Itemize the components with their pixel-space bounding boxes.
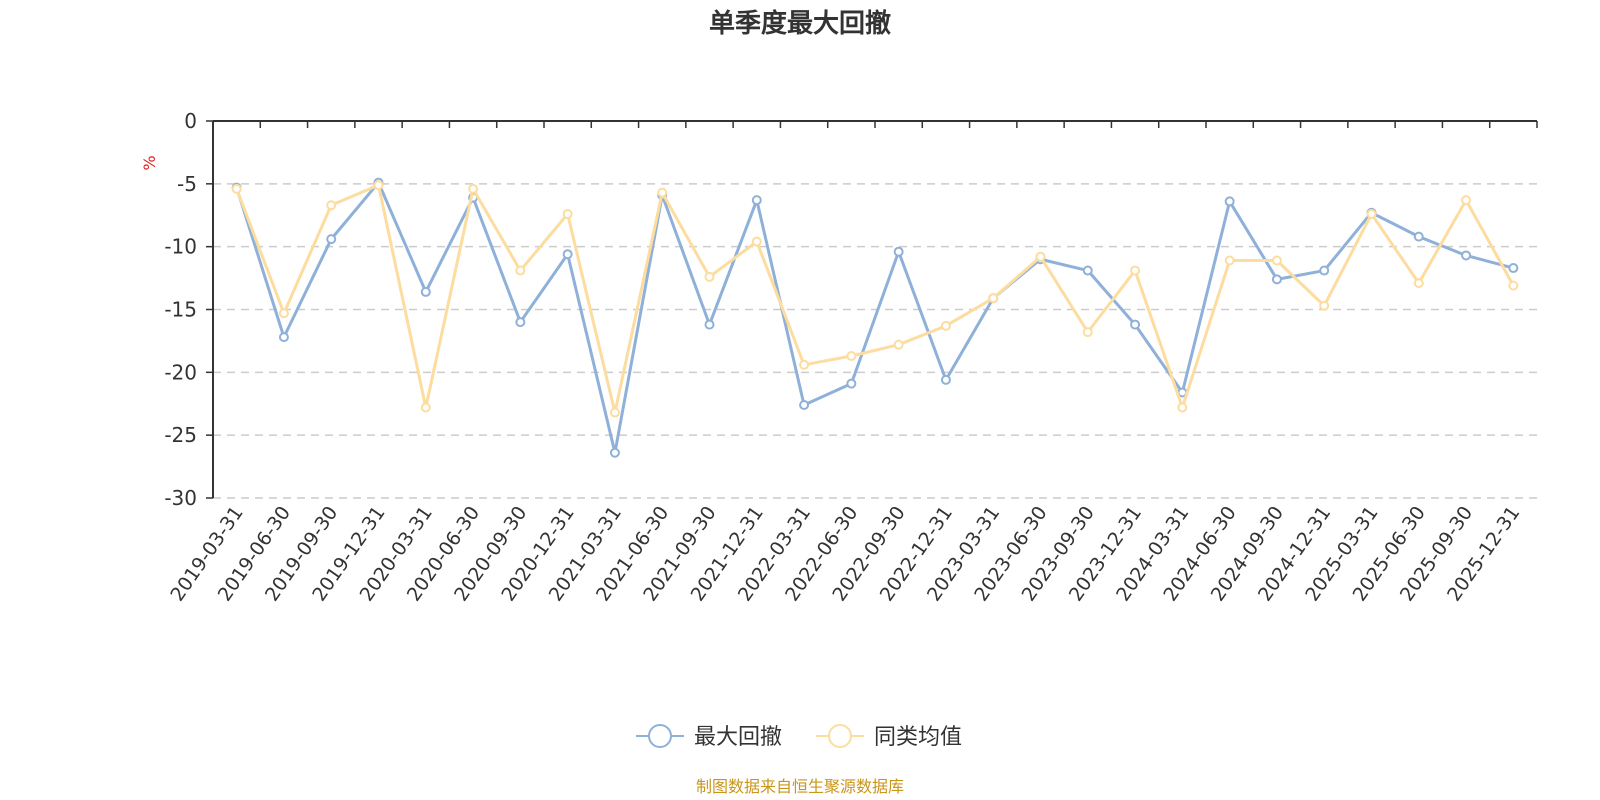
data-point[interactable] [609,407,620,418]
data-point[interactable] [940,374,951,385]
data-point[interactable] [373,180,384,191]
data-point[interactable] [846,350,857,361]
series-1 [231,177,1519,458]
data-point[interactable] [1224,255,1235,266]
data-point[interactable] [1271,274,1282,285]
data-point[interactable] [562,208,573,219]
data-point[interactable] [1082,327,1093,338]
data-point[interactable] [1082,265,1093,276]
data-point[interactable] [1461,195,1472,206]
data-point[interactable] [468,183,479,194]
data-point[interactable] [799,359,810,370]
y-tick-label: -5 [177,172,197,196]
y-axis-unit-label: % [140,155,159,170]
data-point[interactable] [751,236,762,247]
legend-marker-icon [648,724,672,748]
data-point[interactable] [326,200,337,211]
series-2 [231,180,1519,418]
data-point[interactable] [1461,250,1472,261]
legend-item-1[interactable]: 最大回撤 [636,724,782,750]
data-point[interactable] [1319,265,1330,276]
data-point[interactable] [420,402,431,413]
series-line [235,181,1514,455]
data-point[interactable] [988,293,999,304]
data-point[interactable] [893,246,904,257]
data-point[interactable] [893,339,904,350]
data-point[interactable] [278,308,289,319]
data-point[interactable] [609,447,620,458]
y-tick-label: -25 [164,423,197,447]
data-point[interactable] [704,319,715,330]
data-point[interactable] [231,183,242,194]
legend-label: 同类均值 [874,725,962,750]
data-point[interactable] [326,234,337,245]
data-point[interactable] [278,332,289,343]
legend-marker-icon [828,724,852,748]
series-lines [231,177,1519,458]
data-point[interactable] [1177,402,1188,413]
data-point[interactable] [940,320,951,331]
series-line [235,183,1515,415]
data-point[interactable] [1319,300,1330,311]
data-point[interactable] [562,249,573,260]
data-point[interactable] [1413,278,1424,289]
y-tick-label: -15 [164,298,197,322]
data-point[interactable] [1413,231,1424,242]
y-tick-label: -30 [164,486,197,510]
grid-lines [213,183,1537,499]
data-point[interactable] [1035,251,1046,262]
data-point[interactable] [846,378,857,389]
data-point[interactable] [1366,208,1377,219]
data-point[interactable] [1508,280,1519,291]
legend-label: 最大回撤 [694,725,782,750]
data-point[interactable] [704,271,715,282]
data-point[interactable] [1508,263,1519,274]
data-point[interactable] [657,187,668,198]
data-point[interactable] [751,195,762,206]
y-tick-label: -20 [164,360,197,384]
y-tick-label: -10 [164,235,197,259]
data-point[interactable] [515,265,526,276]
data-point[interactable] [1130,265,1141,276]
legend[interactable]: 最大回撤 同类均值 [636,724,962,750]
y-tick-label: 0 [184,109,197,133]
data-point[interactable] [1224,196,1235,207]
data-point[interactable] [420,286,431,297]
data-source-note: 制图数据来自恒生聚源数据库 [696,777,904,796]
data-point[interactable] [799,400,810,411]
data-point[interactable] [1271,255,1282,266]
legend-item-2[interactable]: 同类均值 [816,724,962,750]
chart-title: 单季度最大回撤 [709,8,891,39]
data-point[interactable] [515,317,526,328]
data-point[interactable] [1130,319,1141,330]
